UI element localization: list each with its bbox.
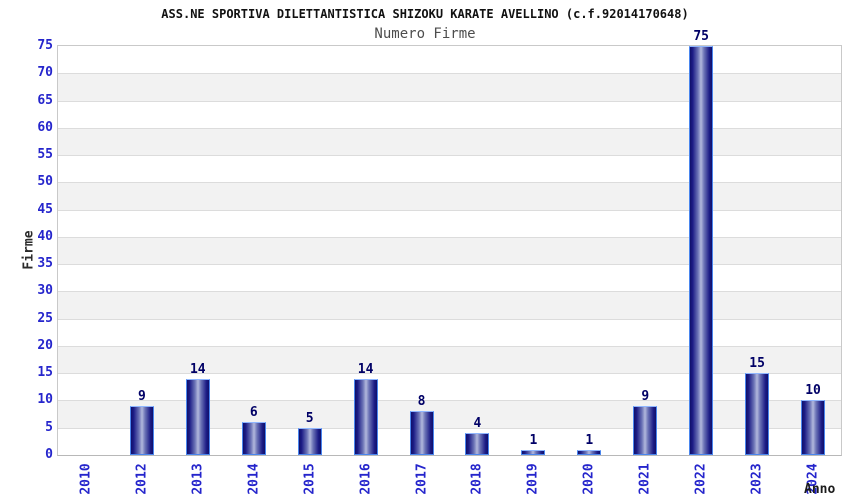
gridline xyxy=(58,127,841,129)
plot-band xyxy=(58,373,841,401)
gridline xyxy=(58,291,841,293)
bar-value-label: 1 xyxy=(585,432,594,448)
bar xyxy=(745,373,770,455)
x-tick-label: 2014 xyxy=(246,463,262,495)
bar xyxy=(353,378,378,455)
y-tick-label: 65 xyxy=(37,92,53,108)
plot-band xyxy=(58,46,841,74)
bar-value-label: 9 xyxy=(641,388,650,404)
x-tick-label: 2017 xyxy=(414,463,430,495)
y-tick-label: 70 xyxy=(37,65,53,81)
y-tick-label: 35 xyxy=(37,256,53,272)
bar xyxy=(689,46,714,455)
gridline xyxy=(58,182,841,184)
x-tick-label: 2013 xyxy=(190,463,206,495)
y-tick-label: 50 xyxy=(37,174,53,190)
plot-band xyxy=(58,291,841,319)
y-tick-label: 55 xyxy=(37,147,53,163)
bar xyxy=(801,400,826,455)
x-tick-label: 2022 xyxy=(693,463,709,495)
gridline xyxy=(58,318,841,320)
bar xyxy=(185,378,210,455)
bar xyxy=(409,411,434,455)
gridline xyxy=(58,345,841,347)
x-tick-label: 2012 xyxy=(134,463,150,495)
y-tick-label: 45 xyxy=(37,201,53,217)
plot-band xyxy=(58,155,841,183)
plot-band xyxy=(58,236,841,265)
bar xyxy=(521,449,546,455)
y-tick-label: 15 xyxy=(37,365,53,381)
bar-value-label: 10 xyxy=(805,383,821,399)
plot-band xyxy=(58,182,841,210)
y-tick-label: 60 xyxy=(37,119,53,135)
x-tick-label: 2015 xyxy=(302,463,318,495)
plot-band xyxy=(58,73,841,101)
y-tick-label: 75 xyxy=(37,38,53,53)
plot-area xyxy=(57,45,842,456)
y-tick-label: 20 xyxy=(37,337,53,353)
y-tick-label: 30 xyxy=(37,283,53,299)
bar-value-label: 4 xyxy=(473,416,482,432)
bar xyxy=(129,405,154,455)
bar xyxy=(465,433,490,455)
x-tick-label: 2020 xyxy=(581,463,597,495)
x-tick-label: 2021 xyxy=(637,463,653,495)
plot-band xyxy=(58,427,841,455)
bar-value-label: 14 xyxy=(189,361,206,377)
gridline xyxy=(58,373,841,375)
plot-band xyxy=(58,100,841,128)
bar-value-label: 5 xyxy=(305,410,314,426)
x-tick-label: 2010 xyxy=(78,463,94,495)
plot-band xyxy=(58,318,841,346)
bar-value-label: 9 xyxy=(137,388,146,404)
gridline xyxy=(58,209,841,211)
gridline xyxy=(58,100,841,102)
chart-subtitle: Numero Firme xyxy=(374,26,476,42)
gridline xyxy=(58,400,841,402)
bar xyxy=(241,422,266,455)
bar-value-label: 1 xyxy=(529,432,538,448)
bar-value-label: 15 xyxy=(749,356,765,372)
y-tick-label: 5 xyxy=(45,419,53,435)
x-tick-label: 2016 xyxy=(358,463,374,495)
y-tick-label: 25 xyxy=(37,310,53,326)
bar xyxy=(297,427,322,455)
plot-band xyxy=(58,264,841,292)
plot-band xyxy=(58,400,841,428)
x-tick-label: 2023 xyxy=(749,463,765,495)
gridline xyxy=(58,236,841,238)
gridline xyxy=(58,427,841,429)
plot-band xyxy=(58,127,841,156)
plot-band xyxy=(58,209,841,237)
x-axis-title: Anno xyxy=(804,482,836,497)
bar-value-label: 6 xyxy=(249,405,258,421)
gridline xyxy=(58,73,841,75)
bar-value-label: 8 xyxy=(417,394,426,410)
bar-value-label: 14 xyxy=(357,361,374,377)
bar xyxy=(577,449,602,455)
bar-value-label: 75 xyxy=(693,29,709,44)
bar xyxy=(633,405,658,455)
x-tick-label: 2018 xyxy=(469,463,485,495)
gridline xyxy=(58,155,841,157)
chart-title: ASS.NE SPORTIVA DILETTANTISTICA SHIZOKU … xyxy=(161,7,689,21)
gridline xyxy=(58,264,841,266)
y-tick-label: 10 xyxy=(37,392,53,408)
y-tick-label: 40 xyxy=(37,228,53,244)
y-tick-label: 0 xyxy=(45,447,53,462)
x-tick-label: 2019 xyxy=(525,463,541,495)
